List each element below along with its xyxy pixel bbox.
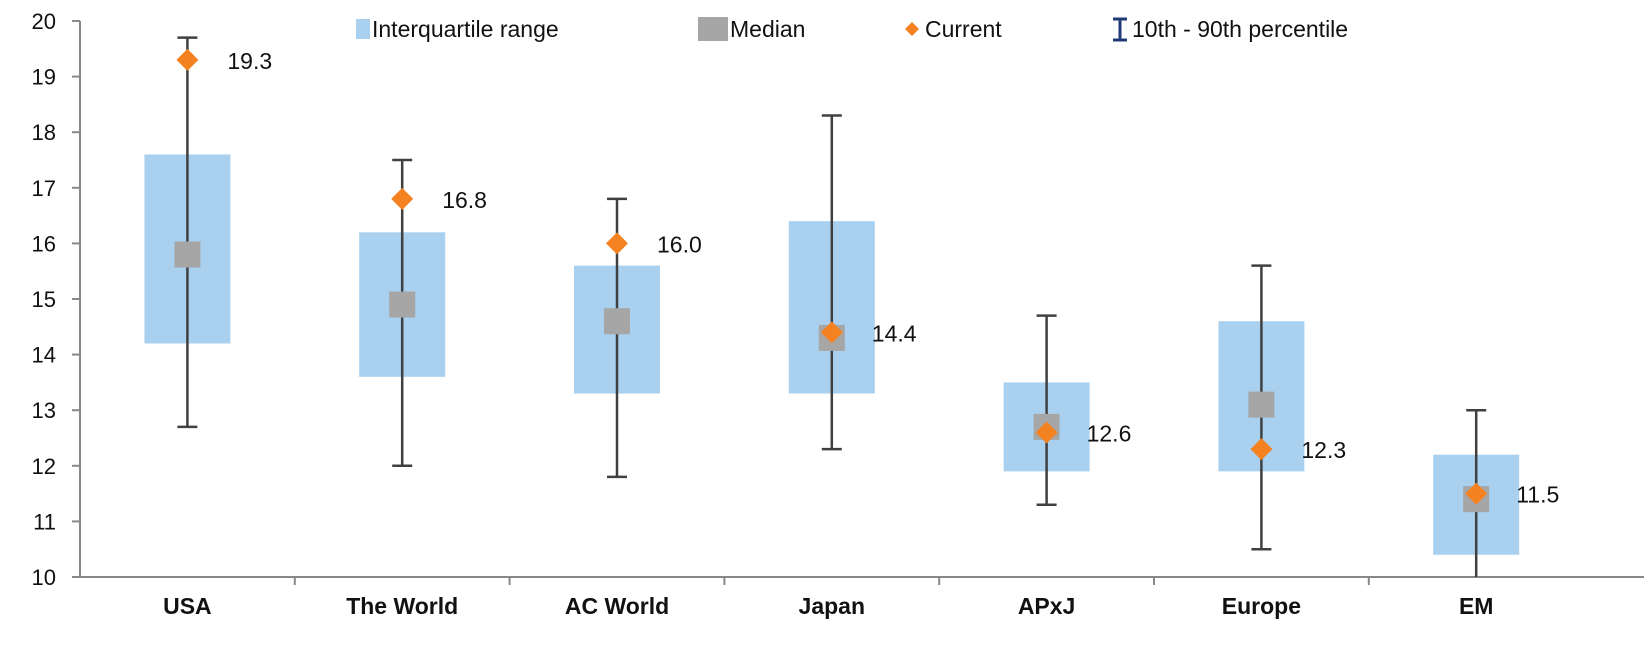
category-label: Japan — [799, 593, 865, 619]
current-marker — [391, 187, 414, 210]
category-group: 16.8 The World — [346, 158, 487, 619]
legend: Interquartile range Median Current 10th … — [356, 16, 1348, 42]
y-tick-label: 15 — [32, 287, 56, 312]
category-group: 11.5 EM — [1433, 408, 1559, 619]
legend-whisker-label: 10th - 90th percentile — [1132, 16, 1348, 42]
median-marker — [389, 291, 416, 318]
category-group: 14.4 Japan — [788, 114, 917, 619]
legend-iqr-swatch — [356, 19, 370, 39]
category-group: 16.0 AC World — [565, 197, 702, 619]
y-tick-label: 17 — [32, 176, 56, 201]
legend-median-swatch — [698, 17, 728, 41]
y-tick-label: 10 — [32, 565, 56, 590]
y-tick-label: 20 — [32, 9, 56, 34]
current-marker — [1035, 421, 1058, 444]
legend-current-label: Current — [925, 16, 1002, 42]
category-group: 12.3 Europe — [1218, 264, 1346, 619]
current-marker — [176, 48, 199, 71]
median-marker — [1248, 391, 1275, 418]
category-group: 19.3 USA — [144, 36, 272, 619]
current-marker — [820, 321, 843, 344]
current-marker — [606, 232, 628, 255]
y-tick-label: 12 — [32, 454, 56, 479]
legend-median-label: Median — [730, 16, 805, 42]
current-value-label: 12.6 — [1087, 420, 1132, 446]
current-marker — [1465, 482, 1488, 505]
boxes: 19.3 USA 16.8 The World 16.0 AC World 14.4 Japa… — [144, 36, 1559, 619]
y-tick-label: 16 — [32, 231, 56, 256]
legend-whisker-marker — [1113, 17, 1127, 42]
current-value-label: 14.4 — [872, 320, 917, 346]
category-group: 12.6 APxJ — [1003, 314, 1132, 619]
category-label: APxJ — [1018, 593, 1076, 619]
legend-current-marker — [905, 22, 919, 36]
y-tick-label: 11 — [33, 509, 56, 534]
current-value-label: 11.5 — [1516, 482, 1559, 508]
median-marker — [174, 241, 201, 268]
category-label: The World — [346, 593, 458, 619]
category-label: Europe — [1222, 593, 1301, 619]
current-value-label: 19.3 — [227, 48, 272, 74]
current-value-label: 16.0 — [657, 231, 702, 257]
current-value-label: 16.8 — [442, 187, 487, 213]
y-tick-label: 13 — [32, 398, 56, 423]
category-label: EM — [1459, 593, 1494, 619]
current-value-label: 12.3 — [1301, 437, 1346, 463]
category-label: AC World — [565, 593, 669, 619]
axes: 10 11 12 13 14 15 16 17 18 19 20 — [32, 9, 1644, 590]
category-label: USA — [163, 593, 212, 619]
legend-iqr-label: Interquartile range — [372, 16, 559, 42]
median-marker — [604, 308, 630, 335]
y-tick-label: 18 — [32, 120, 56, 145]
y-tick-label: 19 — [32, 65, 56, 90]
y-tick-label: 14 — [32, 343, 56, 368]
current-marker — [1250, 438, 1273, 461]
